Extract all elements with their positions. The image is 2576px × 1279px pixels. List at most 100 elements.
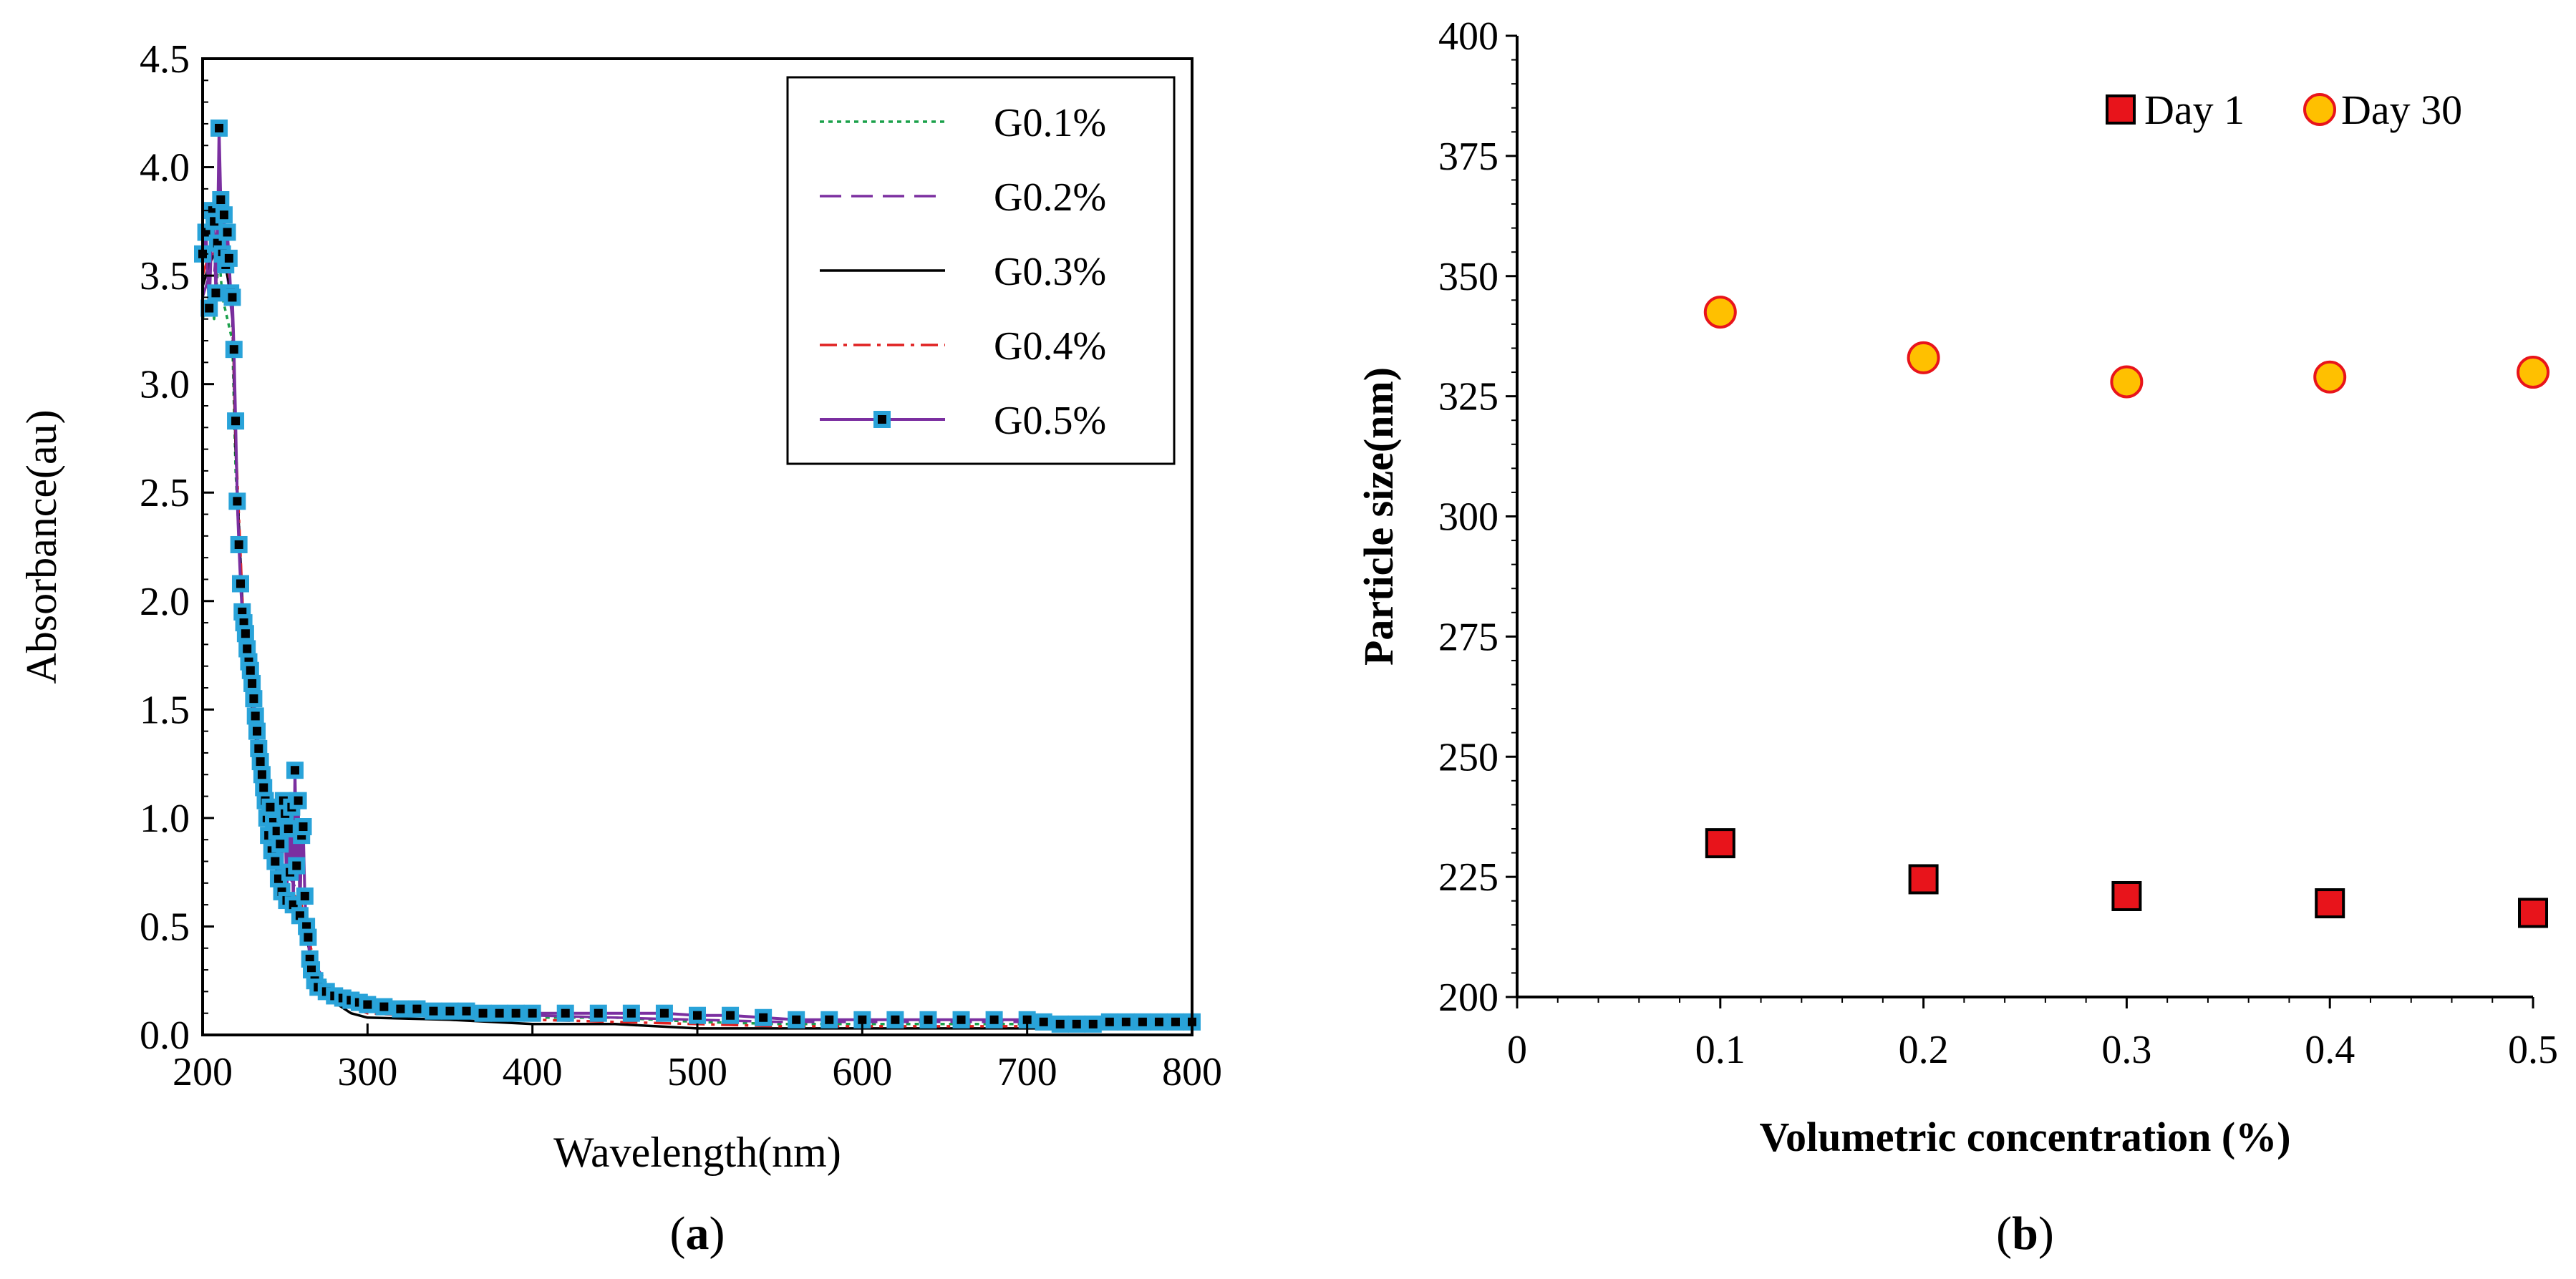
panel-a-g05-marker bbox=[248, 722, 266, 740]
panel-a-y-tick-label: 3.5 bbox=[140, 254, 190, 298]
panel-b-series-markers bbox=[1703, 296, 2550, 928]
panel-b-y-tick-label: 225 bbox=[1438, 855, 1498, 900]
panel-b-day1-point bbox=[1705, 828, 1735, 859]
panel-b-x-axis-label: Volumetric concentration (%) bbox=[1759, 1114, 2290, 1160]
panel-a-legend-label-1: G0.2% bbox=[994, 175, 1106, 220]
panel-a-g05-marker bbox=[359, 996, 377, 1013]
panel-b-x-tick-label: 0.2 bbox=[1899, 1028, 1949, 1072]
panel-b-day1-point bbox=[1908, 864, 1939, 895]
panel-b-caption-letter: b bbox=[2012, 1207, 2038, 1260]
panel-b-day30-point bbox=[2110, 365, 2144, 399]
panel-a-g05-marker bbox=[1035, 1013, 1052, 1031]
panel-b-day1-point bbox=[2111, 880, 2142, 911]
panel-a-y-axis-label: Absorbance(au) bbox=[18, 409, 65, 684]
panel-a-g05-marker bbox=[266, 852, 284, 870]
panel-a-y-tick-label: 0.0 bbox=[140, 1013, 190, 1058]
panel-b-legend: Day 1 Day 30 bbox=[2106, 87, 2462, 133]
panel-a-g05-marker bbox=[425, 1002, 442, 1020]
panel-a-g05-marker bbox=[722, 1006, 740, 1024]
panel-a-g05-marker bbox=[215, 206, 233, 224]
panel-b-y-tick-label: 250 bbox=[1438, 735, 1498, 779]
panel-a-g05-marker bbox=[223, 288, 241, 306]
panel-a-g05-marker bbox=[886, 1011, 904, 1028]
panel-a-g05-marker bbox=[289, 792, 307, 809]
panel-b-x-tick-label: 0.3 bbox=[2101, 1028, 2151, 1072]
panel-b-particle-size-chart: 0 0.1 0.2 0.3 0.4 0.5 200 225 250 275 300 325 350 375… bbox=[1355, 14, 2558, 1260]
panel-a-y-tick-label: 1.5 bbox=[140, 688, 190, 732]
panel-a-y-tick-label: 4.5 bbox=[140, 37, 190, 82]
panel-a-x-tick-label: 800 bbox=[1162, 1050, 1222, 1094]
panel-b-y-tick-label: 325 bbox=[1438, 375, 1498, 419]
panel-b-day30-point bbox=[1907, 341, 1940, 374]
panel-a-g05-marker bbox=[375, 998, 393, 1016]
panel-a-y-tick-label: 2.0 bbox=[140, 580, 190, 624]
panel-a-g05-marker bbox=[490, 1004, 508, 1022]
panel-a-g05-marker bbox=[952, 1011, 970, 1028]
panel-a-g05-marker bbox=[523, 1004, 541, 1022]
panel-a-series-line-0 bbox=[201, 253, 1192, 1028]
panel-a-legend-label-3: G0.4% bbox=[994, 324, 1106, 369]
panel-a-g05-marker bbox=[1133, 1013, 1151, 1031]
panel-a-legend-label-2: G0.3% bbox=[994, 250, 1106, 294]
panel-a-g05-marker bbox=[296, 887, 314, 905]
panel-a-x-tick-label: 600 bbox=[832, 1050, 892, 1094]
panel-a-g05-marker bbox=[1117, 1013, 1135, 1031]
panel-b-y-tick-label: 200 bbox=[1438, 976, 1498, 1020]
panel-a-g05-marker bbox=[457, 1002, 475, 1020]
panel-a-y-tick-label: 0.5 bbox=[140, 905, 190, 949]
panel-a-g05-marker bbox=[474, 1004, 492, 1022]
panel-a-g05-marker bbox=[279, 820, 297, 838]
panel-a-g05-marker bbox=[288, 857, 306, 875]
panel-a-g05-marker bbox=[218, 223, 236, 241]
panel-a-y-tick-label: 3.0 bbox=[140, 363, 190, 407]
panel-b-y-tick-label: 300 bbox=[1438, 495, 1498, 540]
panel-a-axis-ticks bbox=[201, 57, 1193, 1036]
panel-a-y-tick-label: 2.5 bbox=[140, 471, 190, 515]
panel-a-g05-marker bbox=[441, 1002, 459, 1020]
panel-b-x-tick-label: 0.5 bbox=[2508, 1028, 2558, 1072]
panel-a-g05-marker bbox=[556, 1004, 574, 1022]
panel-b-y-tick-label: 350 bbox=[1438, 255, 1498, 299]
panel-b-day30-point bbox=[2517, 356, 2550, 389]
panel-b-day1-point bbox=[2315, 888, 2345, 919]
panel-a-g05-marker bbox=[408, 1000, 426, 1018]
panel-a-x-tick-label: 500 bbox=[667, 1050, 727, 1094]
panel-a-y-tick-label: 1.0 bbox=[140, 797, 190, 841]
panel-b-day30-point bbox=[1703, 296, 1737, 329]
panel-a-g05-marker bbox=[507, 1004, 525, 1022]
panel-a-legend: G0.1% G0.2% G0.3% G0.4% G0.5% bbox=[786, 76, 1176, 465]
panel-b-legend-day1-label: Day 1 bbox=[2144, 87, 2245, 133]
panel-a-x-axis-label: Wavelength(nm) bbox=[553, 1129, 841, 1176]
panel-b-y-tick-label: 275 bbox=[1438, 615, 1498, 659]
panel-a-g05-marker bbox=[1166, 1013, 1184, 1031]
panel-a-g05-marker bbox=[1067, 1015, 1085, 1033]
panel-a-g05-marker bbox=[1150, 1013, 1168, 1031]
panel-b-y-axis-label: Particle size(nm) bbox=[1355, 367, 1402, 666]
panel-a-g05-marker bbox=[294, 818, 312, 836]
panel-a-g05-marker bbox=[228, 492, 246, 510]
panel-a-g05-marker bbox=[788, 1011, 805, 1028]
panel-a-g05-marker bbox=[246, 707, 264, 725]
panel-b-legend-day30-swatch bbox=[2303, 93, 2336, 126]
panel-b-x-tick-label: 0 bbox=[1507, 1028, 1527, 1072]
panel-a-g05-marker bbox=[225, 341, 243, 359]
panel-b-day30-point bbox=[2313, 360, 2347, 394]
panel-a-tick-labels: 200 300 400 500 600 700 800 0.0 0.5 1.0 1.5 2.0 2.5 3… bbox=[140, 37, 1222, 1094]
panel-a-g05-marker bbox=[245, 690, 263, 708]
panel-a-g05-marker bbox=[243, 674, 261, 692]
panel-a-g05-marker bbox=[236, 625, 254, 643]
panel-a-caption-label: (a) bbox=[670, 1207, 725, 1260]
panel-a-legend-label-0: G0.1% bbox=[994, 101, 1106, 145]
panel-a-g05-marker bbox=[200, 299, 218, 317]
panel-a-g05-marker bbox=[1051, 1015, 1069, 1033]
panel-a-g05-marker bbox=[227, 412, 245, 430]
panel-a-g05-marker bbox=[220, 249, 238, 267]
panel-a-g05-marker bbox=[230, 535, 248, 553]
panel-a-series-markers bbox=[194, 119, 1201, 1033]
panel-b-axis-ticks bbox=[1506, 34, 2534, 1008]
panel-a-g05-marker bbox=[207, 284, 225, 302]
panel-b-tick-labels: 0 0.1 0.2 0.3 0.4 0.5 200 225 250 275 300 325 350 375… bbox=[1438, 14, 2558, 1072]
panel-a-y-tick-label: 4.0 bbox=[140, 146, 190, 190]
